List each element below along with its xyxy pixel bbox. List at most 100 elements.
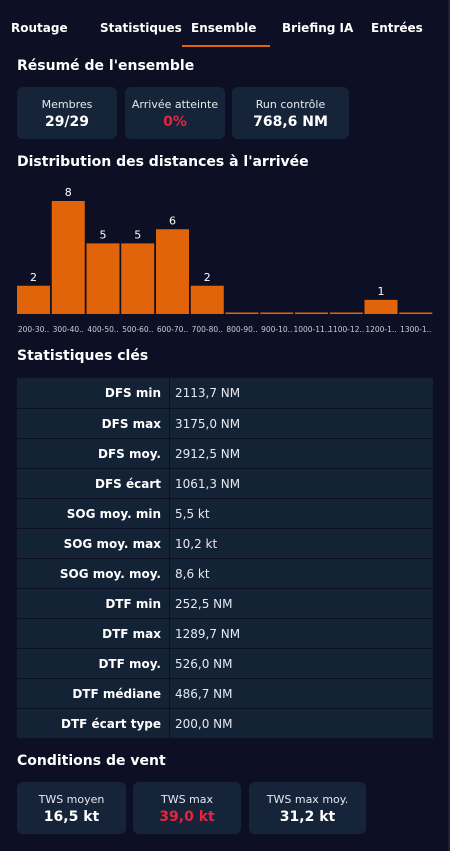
bar-0: [17, 285, 50, 314]
stat-row: SOG moy. max 10,2 kt: [17, 528, 433, 559]
summary-card-control-run: Run contrôle 768,6 NM: [232, 87, 349, 139]
summary-card-arrival: Arrivée atteinte 0%: [125, 87, 225, 139]
stat-row: DTF écart type 200,0 NM: [17, 708, 433, 739]
stat-row: SOG moy. min 5,5 kt: [17, 498, 433, 529]
stat-label: DTF médiane: [72, 687, 161, 701]
stat-row: DFS écart 1061,3 NM: [17, 468, 433, 499]
stat-divider: [169, 619, 170, 649]
stat-label: SOG moy. moy.: [59, 567, 161, 581]
wind-card-tws-max-mean: TWS max moy. 31,2 kt: [249, 782, 366, 834]
stat-row: DFS min 2113,7 NM: [17, 378, 433, 408]
key-stats-table: DFS min 2113,7 NM DFS max 3175,0 NM DFS moy.…: [17, 378, 433, 739]
bar-4: [156, 229, 189, 314]
bar-value-label: 6: [169, 214, 176, 227]
stat-label: DFS écart: [95, 477, 161, 491]
stat-row: DFS max 3175,0 NM: [17, 408, 433, 439]
stat-label: SOG moy. min: [66, 507, 161, 521]
stat-value: 486,7 NM: [175, 687, 233, 701]
wind-title: Conditions de vent: [17, 753, 166, 769]
x-tick-label: 1000-11..: [293, 325, 329, 334]
stat-label: DFS min: [104, 386, 161, 400]
card-label: Membres: [41, 98, 93, 111]
card-label: Run contrôle: [255, 98, 326, 111]
summary-title: Résumé de l'ensemble: [17, 58, 195, 74]
wind-card-tws-mean: TWS moyen 16,5 kt: [17, 782, 126, 834]
stat-divider: [169, 679, 170, 709]
stat-row: DTF min 252,5 NM: [17, 588, 433, 619]
x-tick-label: 300-40..: [53, 325, 84, 334]
stat-divider: [169, 559, 170, 589]
card-value: 31,2 kt: [279, 809, 336, 825]
bar-value-label: 1: [378, 285, 385, 298]
x-tick-label: 200-30..: [18, 325, 49, 334]
stat-row: DTF médiane 486,7 NM: [17, 678, 433, 709]
stat-value: 2912,5 NM: [175, 447, 241, 461]
stat-value: 1061,3 NM: [175, 477, 241, 491]
stat-row: DTF max 1289,7 NM: [17, 618, 433, 649]
x-tick-label: 500-60..: [122, 325, 153, 334]
stat-divider: [169, 529, 170, 559]
stat-label: DTF min: [105, 597, 161, 611]
bar-1: [51, 201, 85, 314]
bar-8: [295, 312, 328, 314]
bar-9: [329, 312, 363, 314]
stat-value: 526,0 NM: [175, 657, 233, 671]
card-value: 29/29: [44, 114, 90, 130]
card-label: TWS max: [160, 793, 214, 806]
stat-divider: [169, 589, 170, 619]
stat-value: 252,5 NM: [175, 597, 233, 611]
card-label: Arrivée atteinte: [131, 98, 219, 111]
key-stats-title: Statistiques clés: [17, 348, 149, 364]
tab-statistiques[interactable]: Statistiques: [100, 21, 182, 35]
tab-briefing-ia[interactable]: Briefing IA: [282, 21, 354, 35]
card-value: 39,0 kt: [159, 809, 215, 825]
stat-divider: [169, 469, 170, 499]
wind-card-tws-max: TWS max 39,0 kt: [133, 782, 241, 834]
active-tab-indicator: [182, 45, 270, 47]
stat-label: DTF max: [102, 627, 161, 641]
x-tick-label: 600-70..: [157, 325, 188, 334]
card-label: TWS moyen: [38, 793, 105, 806]
stat-value: 5,5 kt: [175, 507, 210, 521]
distribution-title: Distribution des distances à l'arrivée: [17, 154, 309, 170]
bar-10: [364, 299, 398, 314]
x-tick-label: 1200-1..: [365, 325, 396, 334]
x-tick-label: 1300-1..: [400, 325, 431, 334]
tab-ensemble[interactable]: Ensemble: [191, 21, 257, 35]
x-tick-label: 900-10..: [261, 325, 292, 334]
stat-row: DTF moy. 526,0 NM: [17, 648, 433, 679]
x-tick-label: 1100-12..: [328, 325, 364, 334]
stat-divider: [169, 499, 170, 529]
x-tick-label: 700-80..: [192, 325, 223, 334]
card-value: 768,6 NM: [253, 114, 328, 130]
stat-value: 8,6 kt: [175, 567, 210, 581]
summary-card-members: Membres 29/29: [17, 87, 117, 139]
stat-label: SOG moy. max: [63, 537, 161, 551]
bar-value-label: 2: [30, 271, 37, 284]
stat-label: DTF écart type: [61, 717, 161, 731]
bar-value-label: 5: [100, 228, 107, 241]
tab-routage[interactable]: Routage: [11, 21, 68, 35]
x-tick-label: 800-90..: [226, 325, 257, 334]
bar-value-label: 2: [204, 271, 211, 284]
stat-label: DTF moy.: [98, 657, 161, 671]
x-tick-label: 400-50..: [87, 325, 118, 334]
stat-value: 2113,7 NM: [175, 386, 241, 400]
card-value: 0%: [163, 114, 187, 130]
bar-3: [121, 243, 155, 314]
stat-divider: [169, 378, 170, 408]
card-value: 16,5 kt: [43, 809, 100, 825]
tab-entrees[interactable]: Entrées: [371, 21, 423, 35]
tab-bar: Routage Statistiques Ensemble Briefing I…: [0, 0, 450, 48]
stat-value: 10,2 kt: [175, 537, 218, 551]
card-label: TWS max moy.: [266, 793, 349, 806]
stat-divider: [169, 439, 170, 469]
bar-5: [190, 285, 224, 314]
stat-divider: [169, 409, 170, 439]
stat-row: SOG moy. moy. 8,6 kt: [17, 558, 433, 589]
stat-label: DFS max: [101, 417, 161, 431]
distance-distribution-chart: 2 200-30.. 8 300-40.. 5 400-50.. 5 500-60.. 6 600…: [17, 186, 433, 334]
stat-row: DFS moy. 2912,5 NM: [17, 438, 433, 469]
bar-value-label: 5: [134, 228, 141, 241]
